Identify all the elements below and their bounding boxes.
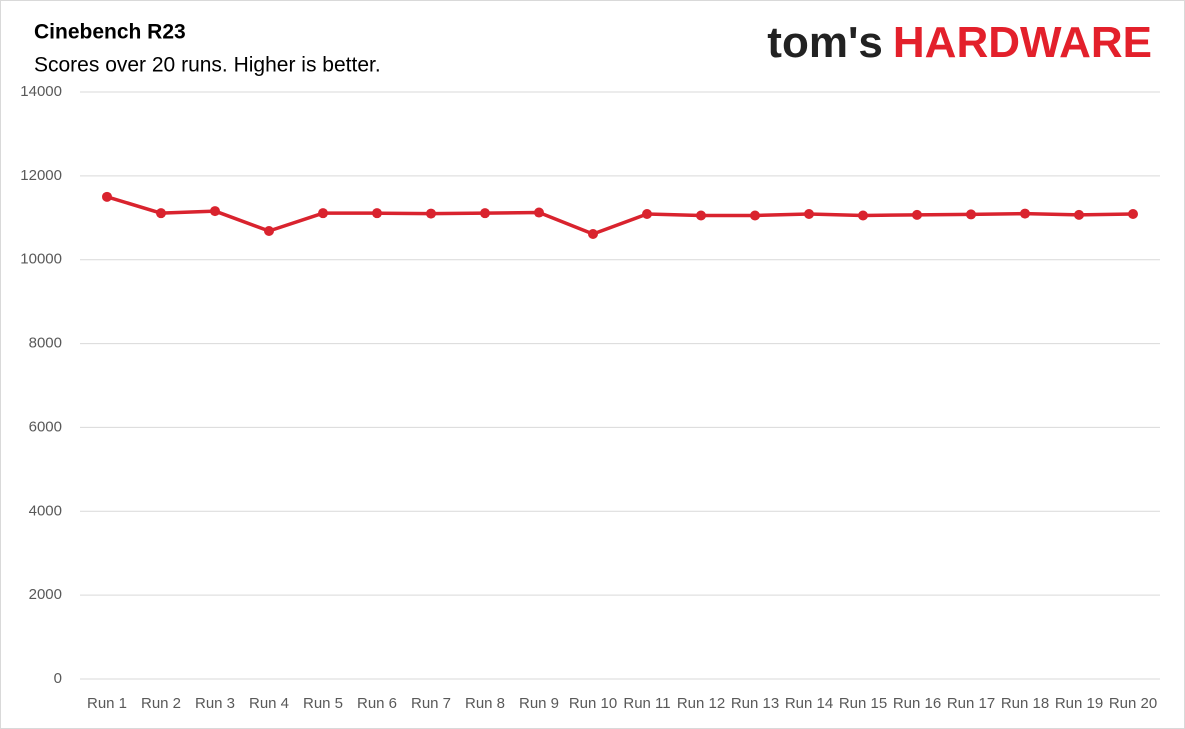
logo-name: HARDWARE (893, 18, 1152, 67)
x-tick-label: Run 8 (465, 695, 505, 712)
marker (966, 209, 976, 220)
marker (480, 208, 490, 219)
y-tick-label: 8000 (29, 335, 62, 352)
marker (372, 208, 382, 219)
y-tick-label: 12000 (20, 167, 62, 184)
x-tick-label: Run 11 (623, 695, 670, 712)
marker (318, 208, 328, 219)
x-tick-label: Run 5 (303, 695, 343, 712)
x-tick-label: Run 4 (249, 695, 289, 712)
logo-prefix: tom's (767, 18, 883, 67)
marker (156, 208, 166, 219)
x-tick-label: Run 18 (1001, 695, 1049, 712)
y-tick-label: 14000 (20, 83, 62, 100)
x-tick-label: Run 14 (785, 695, 833, 712)
logo: tom's HARDWARE (767, 18, 1152, 67)
x-tick-label: Run 10 (569, 695, 617, 712)
marker (1074, 209, 1084, 220)
y-tick-label: 4000 (29, 502, 62, 519)
chart-subtitle: Scores over 20 runs. Higher is better. (34, 54, 381, 77)
x-tick-label: Run 20 (1109, 695, 1157, 712)
line (106, 195, 1134, 236)
marker (1020, 208, 1030, 219)
x-tick-label: Run 15 (839, 695, 887, 712)
y-tick-label: 6000 (29, 418, 62, 435)
marker (210, 206, 220, 217)
marker (588, 229, 598, 240)
y-tick-label: 0 (54, 670, 62, 687)
x-tick-label: Run 7 (411, 695, 451, 712)
x-tick-label: Run 9 (519, 695, 559, 712)
marker (858, 210, 868, 221)
marker (102, 191, 112, 202)
marker (804, 209, 814, 220)
marker (750, 210, 760, 221)
y-tick-label: 10000 (20, 251, 62, 268)
marker (696, 210, 706, 221)
x-tick-label: Run 3 (195, 695, 235, 712)
marker (264, 225, 274, 236)
marker (1128, 209, 1138, 220)
marker (912, 209, 922, 220)
x-tick-label: Run 2 (141, 695, 181, 712)
x-tick-label: Run 19 (1055, 695, 1103, 712)
x-tick-label: Run 1 (87, 695, 127, 712)
marker (534, 207, 544, 218)
x-tick-label: Run 12 (677, 695, 725, 712)
x-tick-label: Run 17 (947, 695, 995, 712)
chart-title: Cinebench R23 (34, 21, 186, 44)
x-tick-label: Run 13 (731, 695, 779, 712)
y-tick-label: 2000 (29, 586, 62, 603)
x-tick-label: Run 6 (357, 695, 397, 712)
x-tick-label: Run 16 (893, 695, 941, 712)
marker (426, 208, 436, 219)
marker (642, 209, 652, 220)
